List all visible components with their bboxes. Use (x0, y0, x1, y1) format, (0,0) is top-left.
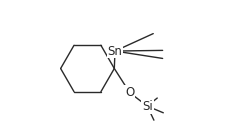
Text: O: O (125, 86, 134, 99)
Text: Sn: Sn (108, 45, 122, 58)
Text: Si: Si (142, 100, 153, 113)
